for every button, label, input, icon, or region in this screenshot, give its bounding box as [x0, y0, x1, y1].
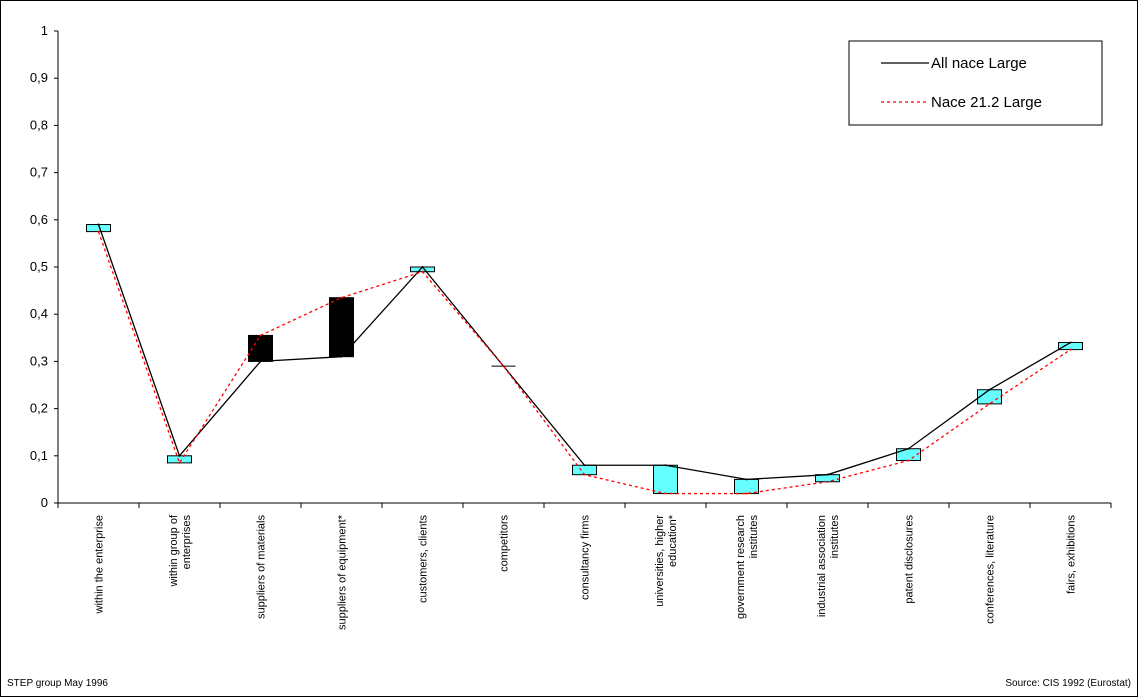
x-tick-label: suppliers of materials [256, 515, 268, 619]
data-point [1069, 341, 1072, 344]
y-tick-label: 0,6 [30, 212, 48, 227]
y-tick-label: 0,5 [30, 259, 48, 274]
x-tick-label: suppliers of equipment* [337, 514, 349, 630]
data-point [178, 461, 181, 464]
data-point [421, 266, 424, 268]
x-tick-label: within the enterprise [94, 515, 106, 614]
legend-label: All nace Large [931, 55, 1027, 72]
hilo-box [977, 389, 1002, 405]
hilo-box [329, 297, 354, 358]
x-tick-label: patent disclosures [904, 515, 916, 604]
x-tick-label: customers, clients [418, 515, 430, 604]
series-line [97, 224, 1071, 481]
y-tick-label: 0,4 [30, 306, 48, 321]
data-point [583, 464, 586, 467]
data-point [502, 365, 505, 368]
hilo-box [572, 464, 597, 476]
hilo-box [1058, 342, 1083, 351]
data-point [97, 223, 100, 226]
x-tick-label: competitors [499, 515, 511, 572]
series-line [97, 231, 1071, 495]
x-tick-label: fairs, exhibitions [1066, 515, 1078, 594]
data-point [259, 334, 262, 337]
legend-box [848, 40, 1103, 126]
y-tick-label: 0,9 [30, 70, 48, 85]
footer-source: Source: CIS 1992 (Eurostat) [1005, 678, 1131, 689]
data-point [340, 296, 343, 299]
data-point [664, 464, 667, 467]
y-tick-label: 0,2 [30, 401, 48, 416]
data-point [988, 388, 991, 391]
footer-credit: STEP group May 1996 [7, 678, 108, 689]
hilo-box [167, 455, 192, 464]
data-point [826, 480, 829, 483]
x-tick-label: industrial associationinstitutes [816, 515, 841, 618]
y-tick-label: 1 [41, 23, 48, 38]
data-point [664, 492, 667, 495]
data-point [745, 492, 748, 495]
data-point [745, 478, 748, 481]
data-point [340, 355, 343, 358]
y-tick-label: 0 [41, 495, 48, 510]
data-point [907, 447, 910, 450]
data-point [421, 270, 424, 273]
x-tick-label: conferences, literature [985, 515, 997, 624]
data-point [259, 360, 262, 363]
y-tick-label: 0,8 [30, 117, 48, 132]
data-point [583, 473, 586, 476]
x-tick-label: within group ofenterprises [168, 514, 193, 587]
x-tick-label: government researchinstitutes [735, 515, 760, 619]
y-tick-label: 0,1 [30, 448, 48, 463]
hilo-box [653, 464, 678, 495]
data-point [178, 454, 181, 457]
data-point [907, 459, 910, 462]
data-point [826, 473, 829, 476]
x-tick-label: consultancy firms [580, 515, 592, 600]
y-tick-label: 0,3 [30, 353, 48, 368]
legend-label: Nace 21.2 Large [931, 94, 1042, 111]
data-point [97, 230, 100, 233]
hilo-box [734, 478, 759, 495]
data-point [1069, 348, 1072, 351]
data-point [988, 402, 991, 405]
x-tick-label: universities, highereducation* [654, 514, 679, 606]
y-tick-label: 0,7 [30, 165, 48, 180]
